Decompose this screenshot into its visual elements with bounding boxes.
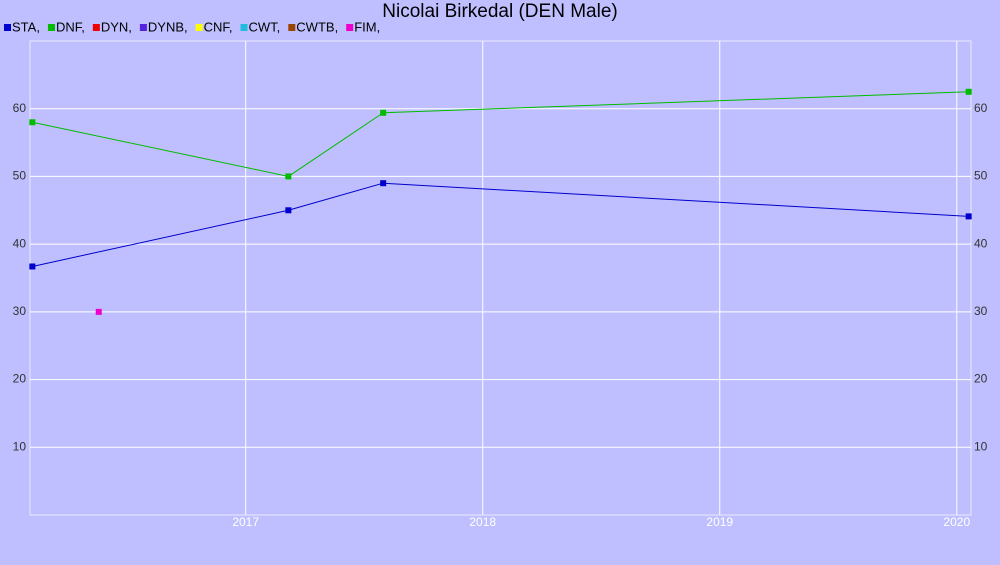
chart-title: Nicolai Birkedal (DEN Male): [382, 1, 617, 22]
y2-tick-label: 50: [974, 169, 988, 183]
legend-label: DYNB,: [148, 19, 188, 34]
legend-swatch: [288, 24, 296, 31]
y-tick-label: 40: [13, 236, 27, 250]
legend-label: DYN,: [101, 19, 132, 34]
y-tick-label: 10: [13, 439, 27, 453]
legend-swatch: [4, 24, 11, 31]
legend-swatch: [195, 24, 203, 31]
data-point: [965, 213, 972, 220]
legend-swatch: [240, 24, 248, 31]
legend-swatch: [346, 24, 354, 31]
y2-tick-label: 40: [974, 236, 988, 250]
series-line: [32, 182, 969, 267]
data-point: [29, 263, 36, 270]
legend-label: STA,: [12, 19, 40, 34]
legend-swatch: [92, 24, 100, 31]
legend-label: CWT,: [249, 19, 281, 34]
plot-area: [29, 40, 972, 516]
series-line: [32, 91, 969, 177]
y-tick-label: 30: [13, 304, 27, 318]
legend-label: FIM,: [354, 19, 380, 34]
data-point: [965, 88, 972, 95]
x-tick-label: 2018: [469, 515, 496, 529]
x-tick-label: 2019: [706, 515, 733, 529]
y2-tick-label: 60: [974, 101, 988, 115]
data-point: [285, 173, 292, 180]
x-tick-label: 2020: [943, 515, 970, 529]
y2-tick-label: 20: [974, 372, 988, 386]
y-tick-label: 60: [13, 101, 27, 115]
data-point: [380, 180, 387, 187]
legend-label: CNF,: [204, 19, 233, 34]
y2-tick-label: 30: [974, 304, 988, 318]
legend-label: DNF,: [56, 19, 85, 34]
x-tick-label: 2017: [232, 515, 259, 529]
legend-label: CWTB,: [296, 19, 338, 34]
y-tick-label: 20: [13, 372, 27, 386]
data-point: [285, 207, 292, 214]
legend-swatch: [47, 24, 55, 31]
data-point: [29, 119, 36, 126]
y-tick-label: 50: [13, 169, 27, 183]
y2-tick-label: 10: [974, 439, 988, 453]
data-point: [95, 308, 102, 315]
data-point: [380, 109, 387, 116]
legend-swatch: [139, 24, 147, 31]
